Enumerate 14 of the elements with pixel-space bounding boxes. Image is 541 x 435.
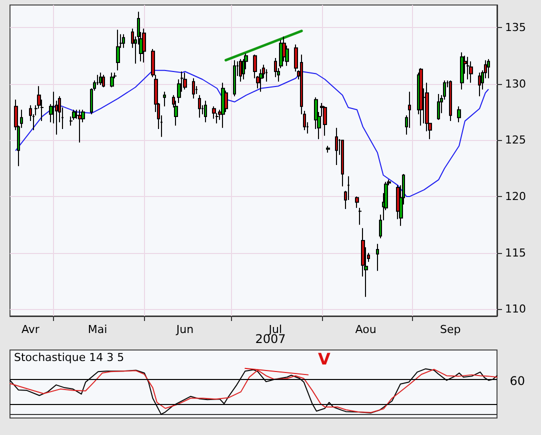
- y-tick-label: 115: [505, 246, 526, 260]
- annotation: V: [318, 350, 331, 368]
- text: 60: [510, 374, 526, 388]
- y-tick-label: 125: [505, 134, 526, 147]
- x-tick-label: Jun: [175, 323, 194, 336]
- x-tick-label: Avr: [21, 323, 40, 336]
- x-tick-label: Sep: [440, 323, 461, 336]
- x-tick-label: Aou: [355, 323, 376, 336]
- y-tick-label: 135: [505, 21, 526, 34]
- y-tick-label: 130: [505, 77, 526, 90]
- y-tick-label: 120: [505, 190, 526, 204]
- chart-title: Stochastique 14 3 5: [14, 351, 124, 364]
- x-tick-label: Mai: [88, 323, 108, 336]
- y-tick-label: 110: [505, 302, 526, 316]
